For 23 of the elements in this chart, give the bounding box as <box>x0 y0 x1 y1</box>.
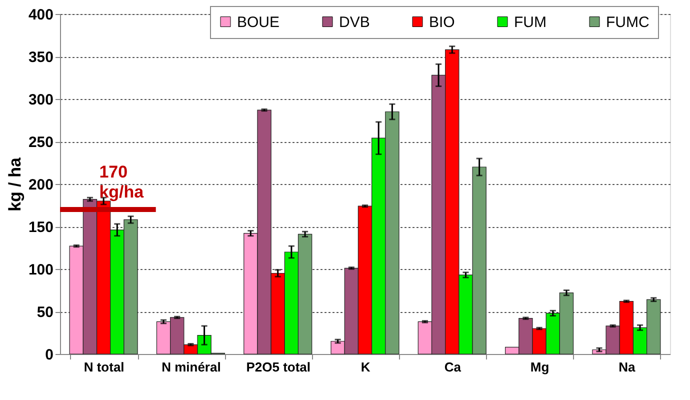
x-tick-label: Na <box>618 360 636 374</box>
x-tick-label: N total <box>84 360 124 374</box>
ref-line-label: 170 kg/ha <box>99 162 144 202</box>
legend-label: DVB <box>339 14 370 31</box>
x-tick-label: Mg <box>530 360 550 374</box>
x-tick-label: P2O5 total <box>246 360 311 374</box>
y-tick-label: 400 <box>28 6 54 24</box>
y-tick-label: 250 <box>28 134 54 151</box>
x-tick-label: N minéral <box>162 360 221 374</box>
y-tick-label: 150 <box>28 219 54 236</box>
legend-label: FUMC <box>606 14 650 31</box>
y-tick-label: 350 <box>28 49 54 66</box>
legend-label: BIO <box>429 14 455 31</box>
legend-label: BOUE <box>237 14 280 31</box>
y-tick-label: 200 <box>28 176 54 194</box>
x-tick-label: K <box>360 360 371 374</box>
y-axis-title: kg / ha <box>5 157 24 212</box>
legend-label: FUM <box>514 14 546 31</box>
y-tick-label: 300 <box>28 92 54 108</box>
y-tick-label: 50 <box>36 304 54 321</box>
y-tick-label: 0 <box>45 346 54 364</box>
x-tick-label: Ca <box>444 360 462 374</box>
y-tick-label: 100 <box>28 262 54 278</box>
